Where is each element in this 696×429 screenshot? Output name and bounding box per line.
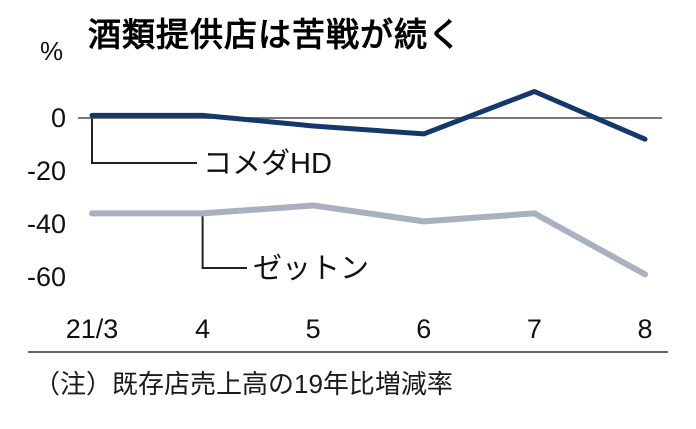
y-tick-label: 0: [51, 103, 66, 133]
x-tick-label: 5: [306, 314, 321, 344]
footnote: （注）既存店売上高の19年比増減率: [34, 369, 453, 399]
x-tick-label: 21/3: [66, 314, 119, 344]
x-tick-label: 6: [416, 314, 431, 344]
x-tick-label: 4: [195, 314, 210, 344]
y-tick-label: -20: [27, 156, 66, 186]
series-label-zetton: ゼットン: [253, 252, 369, 285]
series-line-zetton: [89, 202, 648, 278]
chart-title: 酒類提供店は苦戦が続く: [88, 16, 462, 53]
x-tick-label: 7: [527, 314, 542, 344]
series-line-komeda: [89, 89, 648, 142]
series-label-komeda: コメダHD: [203, 147, 332, 180]
leader-line-zetton: [201, 216, 247, 269]
leader-line-komeda: [91, 118, 197, 164]
y-tick-label: -60: [27, 262, 66, 292]
x-tick-label: 8: [637, 314, 652, 344]
y-axis-unit: %: [40, 36, 64, 66]
y-tick-label: -40: [27, 209, 66, 239]
